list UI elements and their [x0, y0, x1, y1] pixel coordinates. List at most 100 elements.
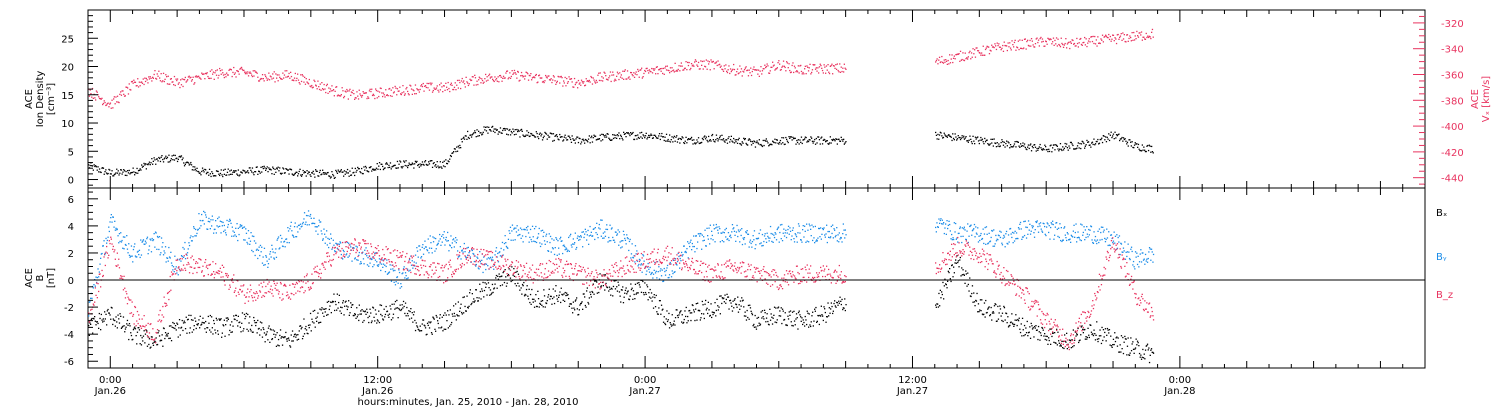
- point-vx: [789, 71, 792, 74]
- point-vx: [616, 71, 619, 73]
- point-density: [1046, 148, 1048, 151]
- point-density: [105, 172, 108, 174]
- point-by: [547, 250, 550, 252]
- point-bx: [989, 314, 992, 316]
- point-bx: [955, 259, 957, 261]
- point-density: [736, 142, 739, 144]
- point-by: [531, 225, 534, 227]
- point-density: [409, 163, 411, 166]
- point-vx: [1006, 45, 1008, 47]
- point-by: [467, 254, 469, 256]
- point-vx: [1144, 38, 1146, 40]
- point-by: [378, 258, 381, 260]
- point-density: [526, 130, 528, 132]
- point-density: [979, 139, 981, 141]
- point-by: [628, 249, 630, 252]
- point-vx: [802, 71, 804, 74]
- point-density: [229, 173, 232, 175]
- point-density: [563, 139, 565, 141]
- point-by: [562, 245, 564, 247]
- point-by: [552, 248, 554, 250]
- point-density: [757, 142, 759, 144]
- point-bx: [608, 286, 611, 288]
- point-density: [1045, 149, 1047, 151]
- point-density: [1003, 141, 1005, 143]
- point-by: [227, 226, 229, 228]
- point-bx: [1023, 324, 1026, 327]
- point-by: [527, 232, 530, 234]
- point-vx: [994, 43, 996, 45]
- point-bx: [808, 326, 810, 328]
- point-density: [1024, 146, 1026, 149]
- point-bx: [1030, 322, 1032, 325]
- point-density: [726, 142, 729, 144]
- point-density: [194, 168, 197, 170]
- point-density: [159, 160, 162, 163]
- point-density: [410, 164, 412, 166]
- point-by: [140, 254, 143, 256]
- point-vx: [829, 65, 831, 67]
- point-bx: [384, 313, 387, 316]
- point-density: [641, 131, 643, 134]
- point-density: [619, 134, 622, 136]
- point-vx: [119, 93, 121, 95]
- point-density: [784, 143, 786, 145]
- point-bx: [622, 286, 624, 288]
- point-bx: [683, 318, 685, 321]
- point-by: [734, 234, 736, 236]
- point-density: [1048, 150, 1051, 153]
- point-density: [1093, 138, 1095, 140]
- point-by: [681, 251, 683, 254]
- point-density: [696, 139, 698, 141]
- point-bx: [320, 309, 322, 311]
- point-density: [669, 134, 671, 136]
- point-by: [367, 257, 369, 259]
- point-by: [363, 263, 365, 265]
- point-density: [114, 173, 116, 175]
- point-bx: [572, 301, 574, 303]
- point-bx: [628, 298, 630, 300]
- point-vx: [524, 75, 527, 77]
- point-density: [1063, 147, 1065, 149]
- point-by: [449, 244, 451, 246]
- point-vx: [754, 69, 757, 71]
- point-density: [1113, 138, 1115, 140]
- point-density: [1005, 142, 1007, 145]
- bottom-panel-frame: [87, 187, 1426, 369]
- point-bx: [486, 294, 488, 296]
- point-vx: [534, 77, 536, 79]
- point-bx: [467, 306, 469, 308]
- point-by: [518, 234, 520, 236]
- point-density: [709, 139, 711, 141]
- point-vx: [457, 87, 459, 89]
- point-density: [442, 165, 445, 167]
- point-vx: [695, 60, 697, 62]
- point-bx: [1128, 354, 1131, 356]
- point-by: [385, 265, 387, 268]
- point-by: [641, 271, 643, 273]
- point-by: [520, 237, 522, 239]
- point-vx: [129, 88, 131, 91]
- point-vx: [375, 88, 377, 90]
- point-density: [946, 136, 948, 138]
- point-bx: [583, 293, 585, 295]
- point-vx: [132, 82, 134, 84]
- point-by: [583, 236, 585, 239]
- point-density: [1139, 149, 1141, 152]
- point-by: [614, 241, 616, 243]
- point-vx: [531, 77, 534, 79]
- point-by: [394, 284, 397, 286]
- point-vx: [555, 83, 557, 85]
- point-vx: [972, 48, 974, 50]
- point-vx: [349, 88, 351, 90]
- point-bx: [259, 334, 261, 336]
- point-vx: [276, 74, 278, 76]
- point-vx: [108, 106, 110, 108]
- point-bx: [632, 298, 634, 300]
- point-vx: [842, 67, 844, 69]
- point-by: [743, 237, 746, 239]
- point-vx: [936, 58, 938, 60]
- point-vx: [509, 72, 511, 74]
- point-density: [385, 162, 388, 164]
- point-bx: [842, 308, 844, 311]
